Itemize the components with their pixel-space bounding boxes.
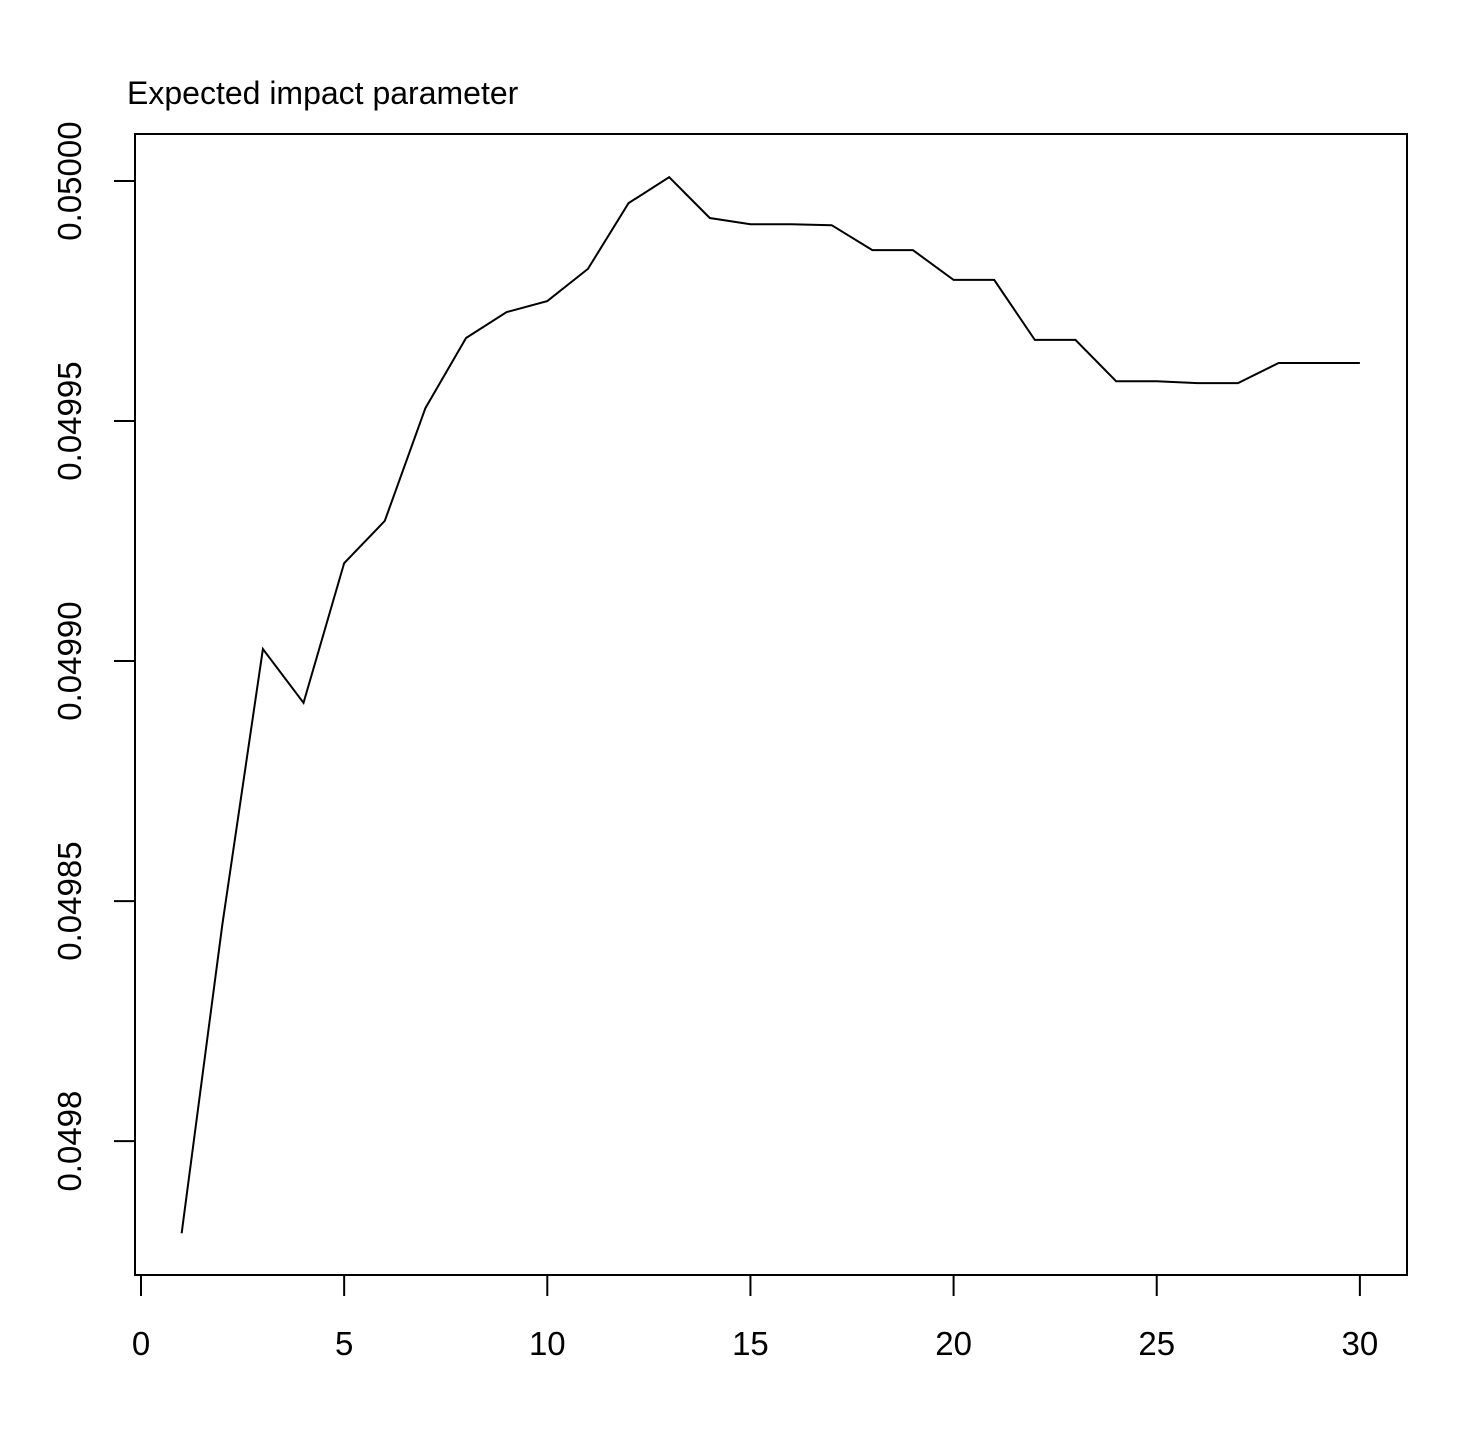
x-tick-label: 15 bbox=[732, 1325, 769, 1362]
x-tick-label: 5 bbox=[335, 1325, 353, 1362]
x-tick-label: 30 bbox=[1342, 1325, 1379, 1362]
y-tick-label: 0.05000 bbox=[51, 121, 88, 240]
x-tick-label: 0 bbox=[132, 1325, 150, 1362]
x-tick-label: 10 bbox=[529, 1325, 566, 1362]
plot-box bbox=[134, 133, 1408, 1276]
x-tick-label: 25 bbox=[1138, 1325, 1175, 1362]
y-tick-label: 0.04990 bbox=[51, 601, 88, 720]
x-tick-label: 20 bbox=[935, 1325, 972, 1362]
y-tick-label: 0.04985 bbox=[51, 841, 88, 960]
y-tick-label: 0.04995 bbox=[51, 361, 88, 480]
chart-title: Expected impact parameter bbox=[127, 75, 519, 111]
y-tick-label: 0.0498 bbox=[51, 1091, 88, 1192]
data-line bbox=[180, 175, 1360, 1234]
